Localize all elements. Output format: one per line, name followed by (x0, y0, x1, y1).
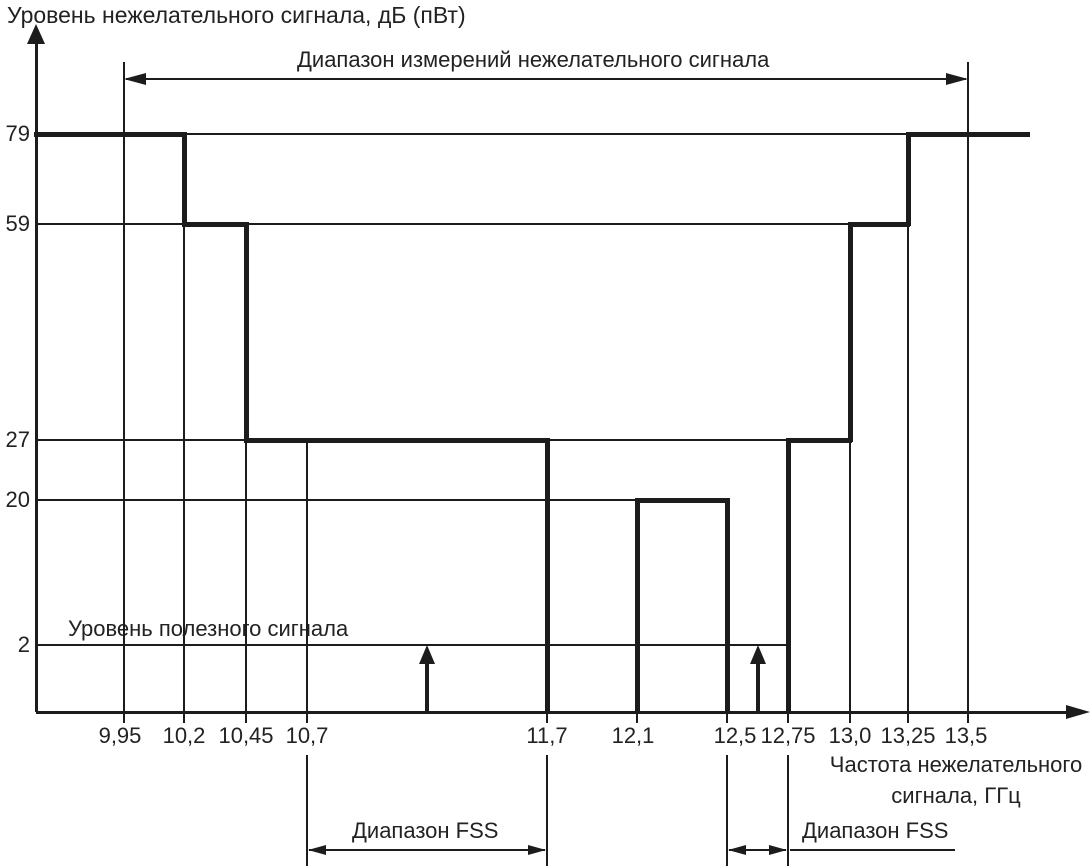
x-tick-label-10,7: 10,7 (283, 723, 331, 749)
level-line-20 (36, 499, 637, 501)
mask-segment (725, 498, 730, 714)
signal-marker-up-arrow-icon (419, 645, 435, 664)
y-axis-arrowhead-icon (27, 24, 45, 44)
x-axis-arrowhead-icon (1066, 705, 1090, 719)
mask-segment (34, 132, 186, 137)
mask-segment (635, 498, 640, 714)
level-line-59 (36, 223, 850, 225)
mask-segment (545, 438, 550, 714)
mask-segment (182, 222, 248, 227)
x-axis-line (36, 711, 1066, 714)
x-tick-11,7 (546, 702, 548, 730)
extension-line-12,75 (787, 755, 789, 866)
gridline-13,5 (967, 62, 969, 712)
y-axis-line (35, 42, 38, 712)
y-tick-label-59: 59 (5, 211, 30, 236)
mask-segment (906, 132, 911, 226)
mask-segment (244, 222, 249, 442)
mask-segment (635, 498, 729, 503)
mask-segment (786, 438, 791, 714)
fss-right-leader-line (790, 849, 955, 851)
x-tick-label-10,2: 10,2 (160, 723, 208, 749)
x-tick-label-11,7: 11,7 (524, 723, 570, 749)
gridline-10,45 (245, 440, 247, 712)
fss-range-right-label: Диапазон FSS (798, 818, 953, 843)
mask-segment (244, 438, 549, 443)
x-tick-13,0 (849, 702, 851, 730)
y-tick-label-20: 20 (5, 487, 30, 512)
mask-segment (906, 132, 1030, 137)
x-tick-label-12,75: 12,75 (758, 723, 818, 749)
signal-marker-up-arrow-icon (750, 645, 766, 664)
measurement-range-arrow-line (126, 78, 966, 80)
y-tick-label-79: 79 (5, 121, 30, 146)
extension-line-12,5 (726, 755, 728, 866)
x-tick-13,5 (967, 702, 969, 730)
mask-segment (848, 222, 853, 442)
gridline-10,2 (183, 224, 185, 712)
mask-segment (182, 132, 187, 226)
gridline-10,7 (306, 440, 308, 712)
x-axis-title-line2: сигнала, ГГц (891, 783, 1021, 808)
extension-line-11,7 (546, 755, 548, 866)
measurement-arrowhead-right-icon (946, 73, 968, 85)
level-line-2 (36, 644, 788, 646)
x-tick-10,2 (183, 702, 185, 730)
signal-marker-shaft (425, 663, 429, 711)
gridline-13,0 (849, 440, 851, 712)
x-tick-label-13,0: 13,0 (826, 723, 874, 749)
x-tick-9,95 (123, 702, 125, 730)
fss-arrowhead-left-icon (308, 845, 326, 855)
gridline-13,25 (907, 224, 909, 712)
useful-signal-label: Уровень полезного сигнала (64, 616, 355, 642)
y-axis-title: Уровень нежелательного сигнала, дБ (пВт) (7, 2, 466, 28)
x-tick-label-12,5: 12,5 (711, 723, 759, 749)
y-tick-label-27: 27 (5, 427, 30, 452)
fss-range-arrow-line-2 (729, 849, 786, 851)
extension-line-10,7 (306, 755, 308, 866)
mask-segment (848, 222, 910, 227)
x-axis-title-line1: Частота нежелательного (829, 752, 1083, 777)
fss-arrowhead-left-icon (728, 845, 746, 855)
x-tick-10,7 (306, 702, 308, 730)
x-tick-label-10,45: 10,45 (216, 723, 276, 749)
level-line-79 (36, 133, 908, 135)
x-tick-label-9,95: 9,95 (96, 723, 144, 749)
x-tick-12,1 (636, 702, 638, 730)
fss-arrowhead-right-icon (769, 845, 787, 855)
mask-segment (786, 438, 852, 443)
x-tick-12,5 (726, 702, 728, 730)
fss-range-arrow-line-1 (309, 849, 545, 851)
fss-arrowhead-right-icon (528, 845, 546, 855)
fss-range-left-label: Диапазон FSS (352, 818, 499, 843)
measurement-range-label: Диапазон измерений нежелательного сигнал… (297, 47, 770, 72)
x-tick-13,25 (907, 702, 909, 730)
x-tick-label-12,1: 12,1 (609, 723, 657, 749)
x-tick-10,45 (245, 702, 247, 730)
signal-marker-shaft (756, 663, 760, 711)
x-tick-label-13,25: 13,25 (878, 723, 938, 749)
measurement-arrowhead-left-icon (124, 73, 146, 85)
gridline-9,95 (123, 62, 125, 712)
x-tick-label-13,5: 13,5 (942, 723, 990, 749)
x-tick-12,75 (787, 702, 789, 730)
y-tick-label-2: 2 (17, 632, 30, 657)
